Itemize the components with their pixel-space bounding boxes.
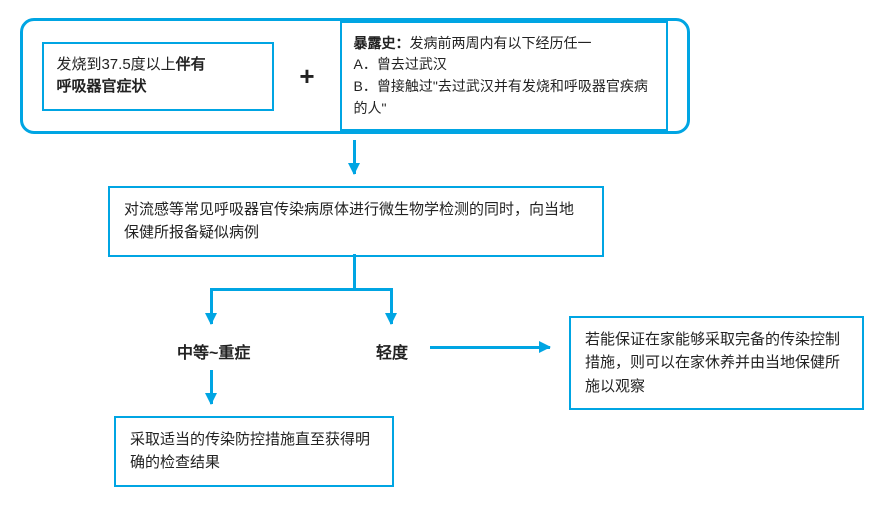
testing-report-box: 对流感等常见呼吸器官传染病原体进行微生物学检测的同时，向当地保健所报备疑似病例 — [108, 186, 604, 257]
exposure-title-bold: 暴露史： — [354, 35, 410, 51]
home-care-box: 若能保证在家能够采取完备的传染控制措施，则可以在家休养并由当地保健所施以观察 — [569, 316, 864, 410]
exposure-item-a: A．曾去过武汉 — [354, 56, 447, 72]
control-measures-text: 采取适当的传染防控措施直至获得明确的检查结果 — [130, 431, 370, 471]
plus-sign: + — [293, 61, 320, 92]
control-measures-box: 采取适当的传染防控措施直至获得明确的检查结果 — [114, 416, 394, 487]
branch-hline — [210, 288, 390, 291]
symptom-box: 发烧到37.5度以上伴有 呼吸器官症状 — [42, 42, 274, 111]
testing-report-text: 对流感等常见呼吸器官传染病原体进行微生物学检测的同时，向当地保健所报备疑似病例 — [124, 201, 574, 241]
arrow-down-1 — [353, 140, 356, 174]
exposure-title-rest: 发病前两周内有以下经历任一 — [410, 35, 592, 51]
symptom-text-pre: 发烧到37.5度以上 — [56, 56, 175, 73]
symptom-bold1: 伴有 — [176, 56, 206, 73]
label-moderate-severe: 中等~重症 — [177, 339, 250, 363]
exposure-item-b: B．曾接触过"去过武汉并有发烧和呼吸器官疾病的人" — [354, 78, 648, 116]
label-mild: 轻度 — [376, 339, 408, 363]
symptom-bold2: 呼吸器官症状 — [56, 78, 146, 95]
exposure-box: 暴露史：发病前两周内有以下经历任一 A．曾去过武汉 B．曾接触过"去过武汉并有发… — [340, 21, 668, 132]
home-care-text: 若能保证在家能够采取完备的传染控制措施，则可以在家休养并由当地保健所施以观察 — [585, 331, 840, 395]
criteria-container: 发烧到37.5度以上伴有 呼吸器官症状 + 暴露史：发病前两周内有以下经历任一 … — [20, 18, 690, 134]
branch-stem — [353, 254, 356, 290]
branch-right-drop — [390, 288, 393, 324]
arrow-right-mild — [430, 346, 550, 349]
arrow-down-moderate — [210, 370, 213, 404]
branch-left-drop — [210, 288, 213, 324]
